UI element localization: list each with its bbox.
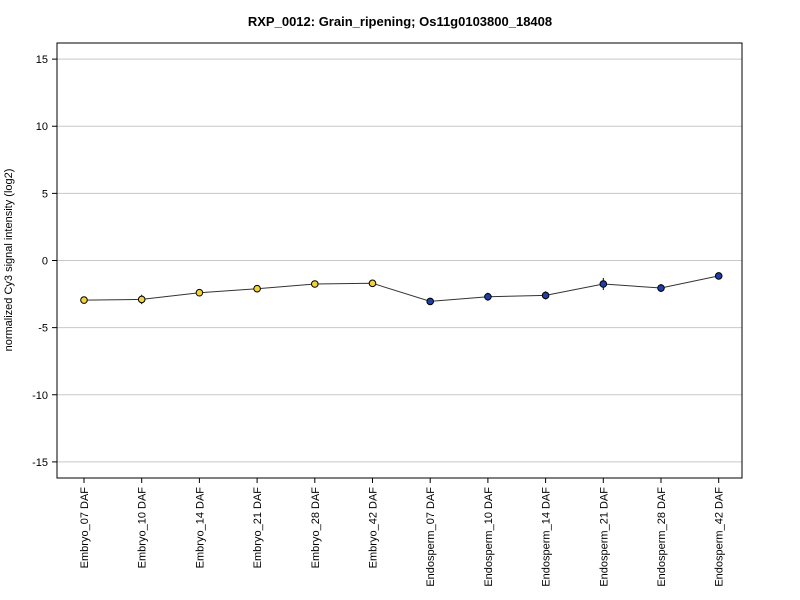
data-point: [137, 295, 146, 304]
y-tick-label: -5: [38, 323, 48, 335]
x-tick-label: Endosperm_21 DAF: [598, 487, 610, 587]
data-point: [80, 296, 88, 304]
x-tick-label: Embryo_10 DAF: [137, 487, 149, 569]
plot-frame: [56, 42, 743, 479]
y-tick-label: 15: [36, 54, 48, 66]
data-point: [714, 272, 723, 280]
data-point: [195, 288, 204, 297]
x-tick-label: Embryo_07 DAF: [79, 487, 91, 569]
x-tick-label: Embryo_28 DAF: [310, 487, 322, 569]
data-point: [253, 284, 261, 293]
x-tick-label: Embryo_42 DAF: [368, 487, 380, 569]
data-point: [541, 291, 550, 300]
x-tick-label: Embryo_14 DAF: [194, 487, 206, 569]
y-tick-label: 10: [36, 121, 48, 133]
y-axis-label: normalized Cy3 signal intensity (log2): [3, 169, 15, 352]
y-axis-ticks: -15 -10 -5 0 5 10 15: [32, 54, 57, 469]
x-axis-ticks: Embryo_07 DAF Embryo_10 DAF Embryo_14 DAF E…: [79, 478, 726, 587]
chart-title: RXP_0012: Grain_ripening; Os11g0103800_1…: [248, 14, 552, 29]
data-point: [484, 292, 492, 301]
gridlines: [57, 58, 742, 463]
data-point: [657, 284, 665, 292]
data-point: [426, 297, 435, 306]
series-line: [83, 275, 719, 302]
data-point: [599, 280, 608, 288]
x-tick-label: Endosperm_42 DAF: [714, 487, 726, 587]
y-tick-label: -10: [32, 390, 48, 402]
y-tick-label: -15: [32, 457, 48, 469]
y-tick-label: 5: [42, 188, 48, 200]
x-tick-label: Endosperm_14 DAF: [541, 487, 553, 587]
data-point: [311, 280, 319, 288]
data-point: [368, 279, 377, 288]
series-lines: [83, 275, 719, 302]
x-tick-label: Embryo_21 DAF: [252, 487, 264, 569]
data-points: [80, 272, 723, 306]
x-tick-label: Endosperm_07 DAF: [425, 487, 437, 587]
x-tick-label: Endosperm_10 DAF: [483, 487, 495, 587]
y-tick-label: 0: [42, 256, 48, 268]
x-tick-label: Endosperm_28 DAF: [656, 487, 668, 587]
error-bars: [83, 273, 720, 305]
